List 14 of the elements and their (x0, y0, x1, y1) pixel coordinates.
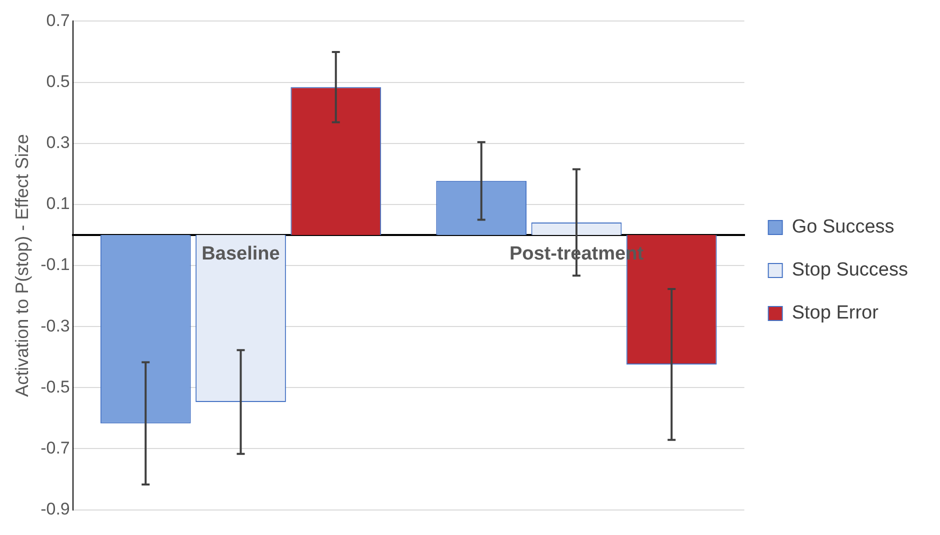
legend-label: Stop Error (792, 302, 880, 324)
y-axis-title: Activation to P(stop) - Effect Size (12, 134, 32, 397)
y-tick-label: 0.5 (46, 72, 70, 91)
y-tick-label: 0.1 (46, 194, 70, 214)
y-tick-label: -0.7 (40, 438, 70, 458)
y-tick-label: -0.5 (40, 377, 70, 396)
y-tick-label: -0.9 (40, 499, 70, 518)
legend-label: Go Success (792, 216, 894, 238)
y-tick-label: 0.3 (46, 133, 70, 152)
y-tick-label: 0.7 (46, 10, 70, 30)
y-tick-label: -0.1 (40, 255, 70, 274)
legend-label: Stop Success (792, 260, 908, 281)
y-tick-label: -0.3 (40, 316, 70, 336)
x-tick-label: Baseline (202, 244, 280, 265)
